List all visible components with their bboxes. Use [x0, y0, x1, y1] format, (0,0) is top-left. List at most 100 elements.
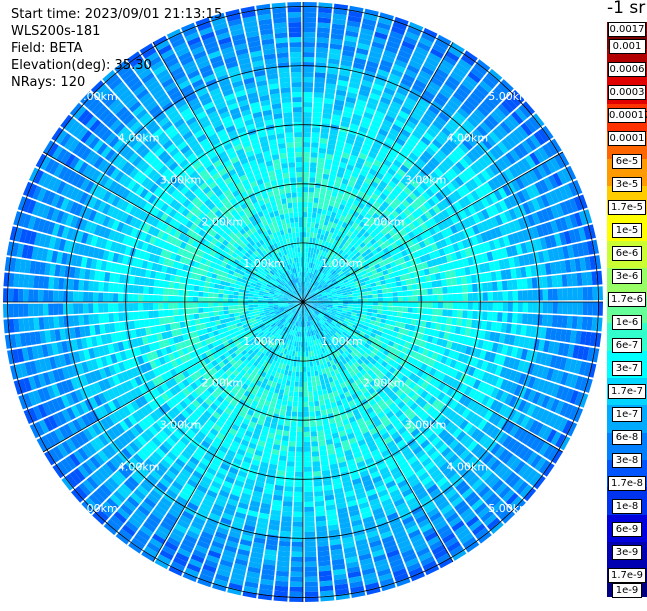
ppi-cell — [279, 455, 287, 461]
ppi-cell — [311, 152, 318, 158]
ppi-cell — [304, 422, 310, 427]
ppi-cell — [318, 229, 322, 235]
ppi-cell — [283, 395, 288, 401]
ppi-cell — [316, 213, 321, 219]
ppi-cell — [317, 430, 324, 436]
ppi-cell — [378, 298, 383, 302]
ppi-cell — [303, 232, 306, 237]
ppi-cell — [472, 284, 478, 292]
ppi-cell — [322, 209, 327, 215]
ppi-cell — [279, 536, 290, 542]
ppi-cell — [313, 112, 322, 118]
ppi-cell — [348, 299, 353, 301]
ppi-cell — [375, 281, 381, 286]
ppi-cell — [304, 472, 312, 477]
ppi-cell — [300, 332, 302, 337]
ppi-cell — [314, 366, 318, 372]
ppi-cell — [297, 422, 303, 427]
ppi-cell — [309, 402, 314, 407]
ppi-cell — [325, 215, 330, 221]
ppi-cell — [314, 491, 323, 497]
ppi-cell — [289, 436, 296, 442]
ppi-cell — [304, 387, 308, 392]
ppi-cell — [303, 222, 307, 227]
ppi-cell — [403, 291, 408, 296]
ppi-cell — [285, 416, 291, 422]
ppi-cell — [398, 302, 403, 307]
ppi-cell — [284, 390, 289, 396]
ppi-cell — [317, 531, 328, 537]
ppi-cell — [381, 315, 387, 320]
ppi-cell — [316, 173, 322, 179]
ppi-cell — [317, 426, 324, 432]
ppi-cell — [396, 281, 402, 286]
ppi-cell — [492, 282, 498, 291]
ppi-cell — [557, 275, 563, 287]
ppi-cell — [313, 466, 321, 472]
ppi-cell — [493, 292, 498, 301]
ppi-cell — [304, 377, 308, 382]
ppi-cell — [303, 117, 312, 122]
ppi-cell — [314, 82, 324, 88]
ppi-cell — [548, 302, 553, 314]
ppi-cell — [282, 400, 288, 406]
ppi-cell — [281, 516, 291, 522]
ppi-cell — [362, 289, 367, 293]
ppi-cell — [483, 292, 488, 301]
ppi-cell — [318, 435, 325, 441]
ppi-cell — [398, 292, 403, 297]
ppi-cell — [318, 551, 330, 557]
ppi-cell — [303, 337, 305, 342]
ppi-cell — [482, 311, 488, 320]
ppi-cell — [305, 592, 319, 597]
ppi-cell — [293, 397, 298, 402]
ppi-cell — [543, 302, 548, 313]
ppi-cell — [305, 537, 316, 542]
ppi-cell — [367, 287, 373, 291]
ppi-cell — [322, 389, 327, 395]
ppi-cell — [307, 227, 311, 232]
ppi-cell — [428, 302, 433, 308]
ppi-cell — [368, 295, 373, 299]
ppi-cell — [320, 133, 328, 139]
ppi-cell — [319, 440, 326, 446]
ppi-cell — [303, 97, 312, 102]
ppi-cell — [307, 362, 310, 367]
ppi-cell — [547, 276, 553, 288]
ppi-cell — [502, 313, 508, 323]
ppi-cell — [432, 316, 438, 323]
ppi-cell — [303, 182, 309, 187]
ppi-cell — [395, 322, 401, 328]
ppi-cell — [333, 304, 338, 306]
ppi-cell — [280, 410, 286, 416]
ppi-cell — [316, 526, 327, 532]
ppi-cell — [314, 496, 324, 502]
ppi-cell — [310, 426, 316, 432]
ppi-cell — [303, 72, 314, 77]
ppi-cell — [290, 577, 303, 582]
ppi-cell — [312, 238, 316, 243]
ppi-cell — [502, 281, 508, 291]
ppi-cell — [304, 457, 311, 462]
ppi-cell — [413, 296, 418, 301]
ppi-cell — [321, 460, 329, 466]
ppi-cell — [316, 52, 328, 58]
ppi-cell — [512, 313, 518, 323]
ppi-cell — [373, 302, 378, 306]
ppi-cell — [343, 304, 348, 306]
ppi-cell — [362, 292, 367, 296]
ppi-cell — [317, 27, 330, 33]
ppi-cell — [387, 288, 392, 293]
ppi-cell — [433, 295, 438, 301]
ppi-cell — [378, 306, 383, 310]
ppi-cell — [503, 302, 508, 311]
ppi-cell — [290, 381, 294, 386]
ppi-cell — [467, 284, 473, 292]
ppi-cell — [317, 168, 324, 174]
ppi-cell — [292, 407, 297, 412]
ppi-cell — [312, 456, 320, 462]
ppi-cell — [373, 294, 378, 298]
ppi-cell — [305, 262, 307, 267]
ppi-cell — [447, 310, 453, 317]
ppi-cell — [543, 289, 548, 300]
